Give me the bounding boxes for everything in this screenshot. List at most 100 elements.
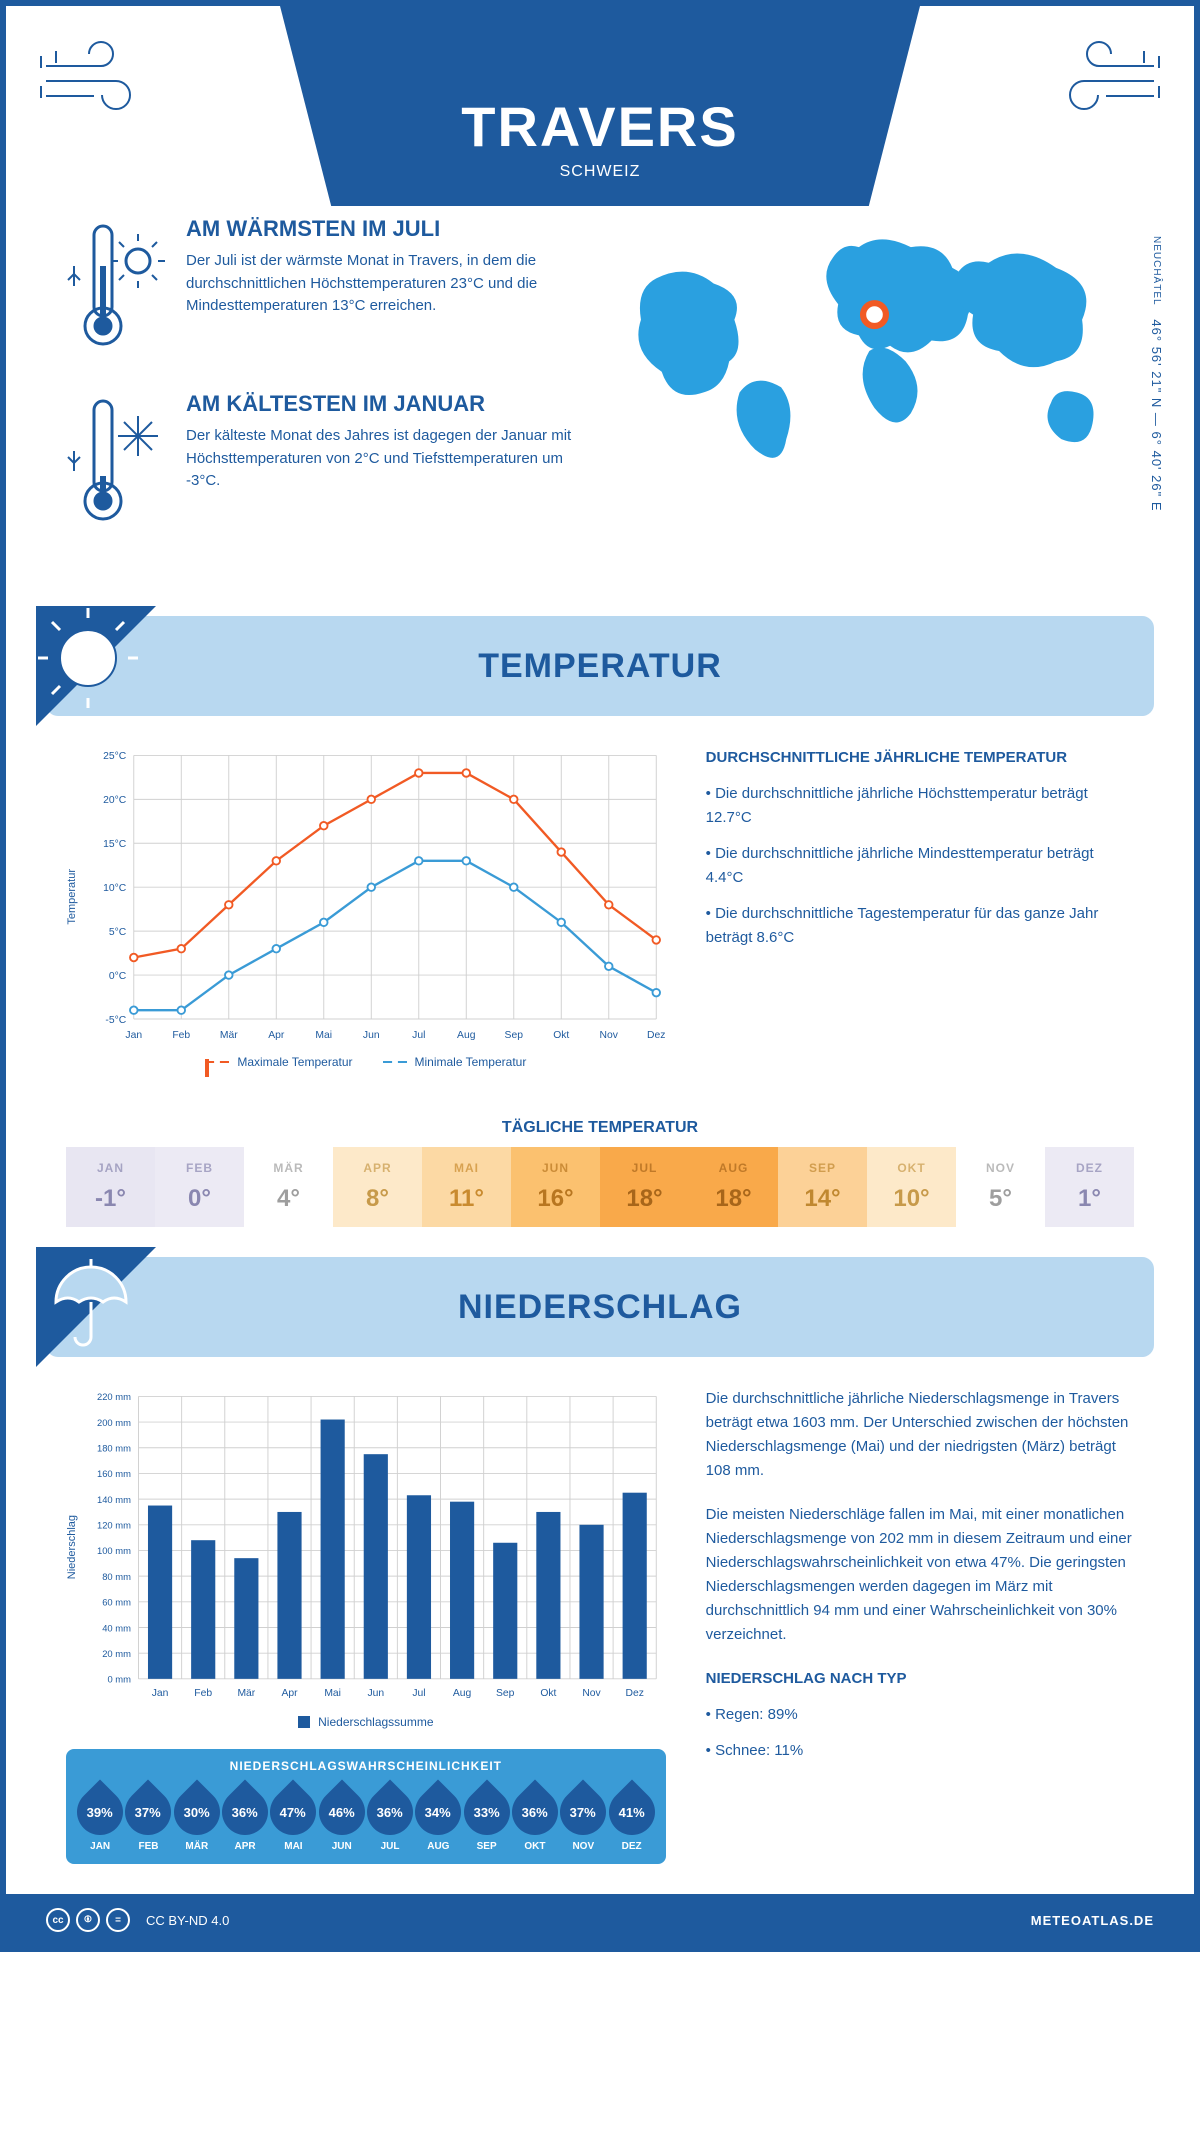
- precipitation-chart-row: Niederschlag 0 mm20 mm40 mm60 mm80 mm100…: [6, 1357, 1194, 1894]
- precip-paragraph: Die meisten Niederschläge fallen im Mai,…: [706, 1503, 1134, 1647]
- temp-bullet: Die durchschnittliche jährliche Mindestt…: [706, 842, 1134, 890]
- svg-text:Jul: Jul: [412, 1030, 425, 1041]
- page-frame: TRAVERS SCHWEIZ AM WÄRM: [0, 0, 1200, 1952]
- fact-coldest: AM KÄLTESTEN IM JANUAR Der kälteste Mona…: [66, 391, 585, 536]
- coordinates-label: NEUCHÂTEL 46° 56' 21" N — 6° 40' 26" E: [1149, 236, 1164, 512]
- svg-text:Jun: Jun: [367, 1688, 384, 1699]
- raindrop-icon: 47%: [261, 1780, 326, 1845]
- precip-type-item: Schnee: 11%: [706, 1739, 1134, 1763]
- precip-prob-cell: 39% JAN: [76, 1783, 124, 1852]
- fact-cold-text: Der kälteste Monat des Jahres ist dagege…: [186, 425, 585, 493]
- svg-text:Dez: Dez: [625, 1688, 643, 1699]
- svg-text:60 mm: 60 mm: [102, 1597, 131, 1608]
- svg-text:100 mm: 100 mm: [97, 1545, 131, 1556]
- svg-text:Dez: Dez: [647, 1030, 665, 1041]
- page-subtitle: SCHWEIZ: [320, 163, 880, 181]
- raindrop-icon: 37%: [116, 1780, 181, 1845]
- section-header-temperature: TEMPERATUR: [46, 616, 1154, 716]
- raindrop-icon: 34%: [406, 1780, 471, 1845]
- svg-text:Nov: Nov: [600, 1030, 619, 1041]
- svg-text:Sep: Sep: [505, 1030, 524, 1041]
- svg-text:80 mm: 80 mm: [102, 1571, 131, 1582]
- temperature-summary: DURCHSCHNITTLICHE JÄHRLICHE TEMPERATUR D…: [706, 746, 1134, 1069]
- raindrop-icon: 39%: [68, 1780, 133, 1845]
- precip-paragraph: Die durchschnittliche jährliche Niedersc…: [706, 1387, 1134, 1483]
- svg-text:5°C: 5°C: [109, 927, 127, 938]
- fact-warmest: AM WÄRMSTEN IM JULI Der Juli ist der wär…: [66, 216, 585, 361]
- daily-temp-cell: DEZ1°: [1045, 1147, 1134, 1227]
- precip-prob-cell: 37% NOV: [559, 1783, 607, 1852]
- daily-temp-cell: APR8°: [333, 1147, 422, 1227]
- precip-prob-cell: 41% DEZ: [607, 1783, 655, 1852]
- precip-chart-legend: Niederschlagssumme: [66, 1715, 666, 1729]
- raindrop-icon: 41%: [599, 1780, 664, 1845]
- svg-text:160 mm: 160 mm: [97, 1468, 131, 1479]
- sun-icon: [36, 606, 156, 726]
- svg-text:Feb: Feb: [194, 1688, 212, 1699]
- world-map: NEUCHÂTEL 46° 56' 21" N — 6° 40' 26" E: [615, 216, 1134, 566]
- footer: cc 🅯 = CC BY-ND 4.0 METEOATLAS.DE: [6, 1894, 1194, 1946]
- svg-text:Jan: Jan: [152, 1688, 169, 1699]
- precip-prob-cell: 46% JUN: [318, 1783, 366, 1852]
- wind-icon: [36, 26, 176, 136]
- daily-temp-cell: JUN16°: [511, 1147, 600, 1227]
- svg-text:Mai: Mai: [324, 1688, 341, 1699]
- daily-temp-cell: JAN-1°: [66, 1147, 155, 1227]
- map-marker-icon: [863, 303, 886, 326]
- svg-text:Sep: Sep: [496, 1688, 515, 1699]
- daily-temp-cell: JUL18°: [600, 1147, 689, 1227]
- daily-temp-cell: OKT10°: [867, 1147, 956, 1227]
- precip-y-axis-label: Niederschlag: [66, 1515, 78, 1579]
- precipitation-summary: Die durchschnittliche jährliche Niedersc…: [706, 1387, 1134, 1864]
- daily-temp-cell: FEB0°: [155, 1147, 244, 1227]
- raindrop-icon: 36%: [213, 1780, 278, 1845]
- precip-prob-cell: 47% MAI: [269, 1783, 317, 1852]
- svg-text:20°C: 20°C: [103, 795, 127, 806]
- svg-text:Mai: Mai: [315, 1030, 332, 1041]
- section-header-precipitation: NIEDERSCHLAG: [46, 1257, 1154, 1357]
- daily-temp-cell: NOV5°: [956, 1147, 1045, 1227]
- cc-icon: cc: [46, 1908, 70, 1932]
- section-title: TEMPERATUR: [46, 647, 1154, 686]
- svg-text:Aug: Aug: [457, 1030, 476, 1041]
- thermometer-cold-icon: [66, 391, 166, 531]
- brand-label: METEOATLAS.DE: [1031, 1913, 1154, 1928]
- by-icon: 🅯: [76, 1908, 100, 1932]
- license-label: CC BY-ND 4.0: [146, 1913, 229, 1928]
- temperature-chart-row: Temperatur -5°C0°C5°C10°C15°C20°C25°CJan…: [6, 716, 1194, 1099]
- raindrop-icon: 36%: [502, 1780, 567, 1845]
- svg-text:-5°C: -5°C: [105, 1015, 126, 1026]
- svg-text:20 mm: 20 mm: [102, 1648, 131, 1659]
- svg-text:Jul: Jul: [412, 1688, 425, 1699]
- umbrella-icon: [36, 1247, 156, 1367]
- daily-temp-cell: MÄR4°: [244, 1147, 333, 1227]
- svg-text:220 mm: 220 mm: [97, 1391, 131, 1402]
- svg-text:Mär: Mär: [237, 1688, 255, 1699]
- svg-text:200 mm: 200 mm: [97, 1417, 131, 1428]
- fact-cold-title: AM KÄLTESTEN IM JANUAR: [186, 391, 585, 417]
- raindrop-icon: 33%: [454, 1780, 519, 1845]
- svg-text:140 mm: 140 mm: [97, 1494, 131, 1505]
- precip-prob-cell: 36% APR: [221, 1783, 269, 1852]
- temp-bullet: Die durchschnittliche Tagestemperatur fü…: [706, 902, 1134, 950]
- daily-temp-cell: SEP14°: [778, 1147, 867, 1227]
- intro-section: AM WÄRMSTEN IM JULI Der Juli ist der wär…: [6, 206, 1194, 596]
- precip-type-heading: NIEDERSCHLAG NACH TYP: [706, 1667, 1134, 1691]
- svg-text:Okt: Okt: [540, 1688, 556, 1699]
- precip-prob-cell: 36% JUL: [366, 1783, 414, 1852]
- precip-prob-cell: 34% AUG: [414, 1783, 462, 1852]
- temp-chart-legend: Maximale Temperatur Minimale Temperatur: [66, 1055, 666, 1069]
- nd-icon: =: [106, 1908, 130, 1932]
- temp-text-heading: DURCHSCHNITTLICHE JÄHRLICHE TEMPERATUR: [706, 746, 1134, 770]
- precip-prob-cell: 36% OKT: [511, 1783, 559, 1852]
- temperature-line-chart: -5°C0°C5°C10°C15°C20°C25°CJanFebMärAprMa…: [82, 746, 666, 1047]
- svg-text:Mär: Mär: [220, 1030, 238, 1041]
- svg-text:Aug: Aug: [453, 1688, 472, 1699]
- svg-text:Feb: Feb: [172, 1030, 190, 1041]
- daily-temp-cell: AUG18°: [689, 1147, 778, 1227]
- svg-text:180 mm: 180 mm: [97, 1443, 131, 1454]
- svg-text:10°C: 10°C: [103, 883, 127, 894]
- svg-text:15°C: 15°C: [103, 839, 127, 850]
- precip-prob-cell: 33% SEP: [463, 1783, 511, 1852]
- title-plate: TRAVERS SCHWEIZ: [280, 6, 920, 206]
